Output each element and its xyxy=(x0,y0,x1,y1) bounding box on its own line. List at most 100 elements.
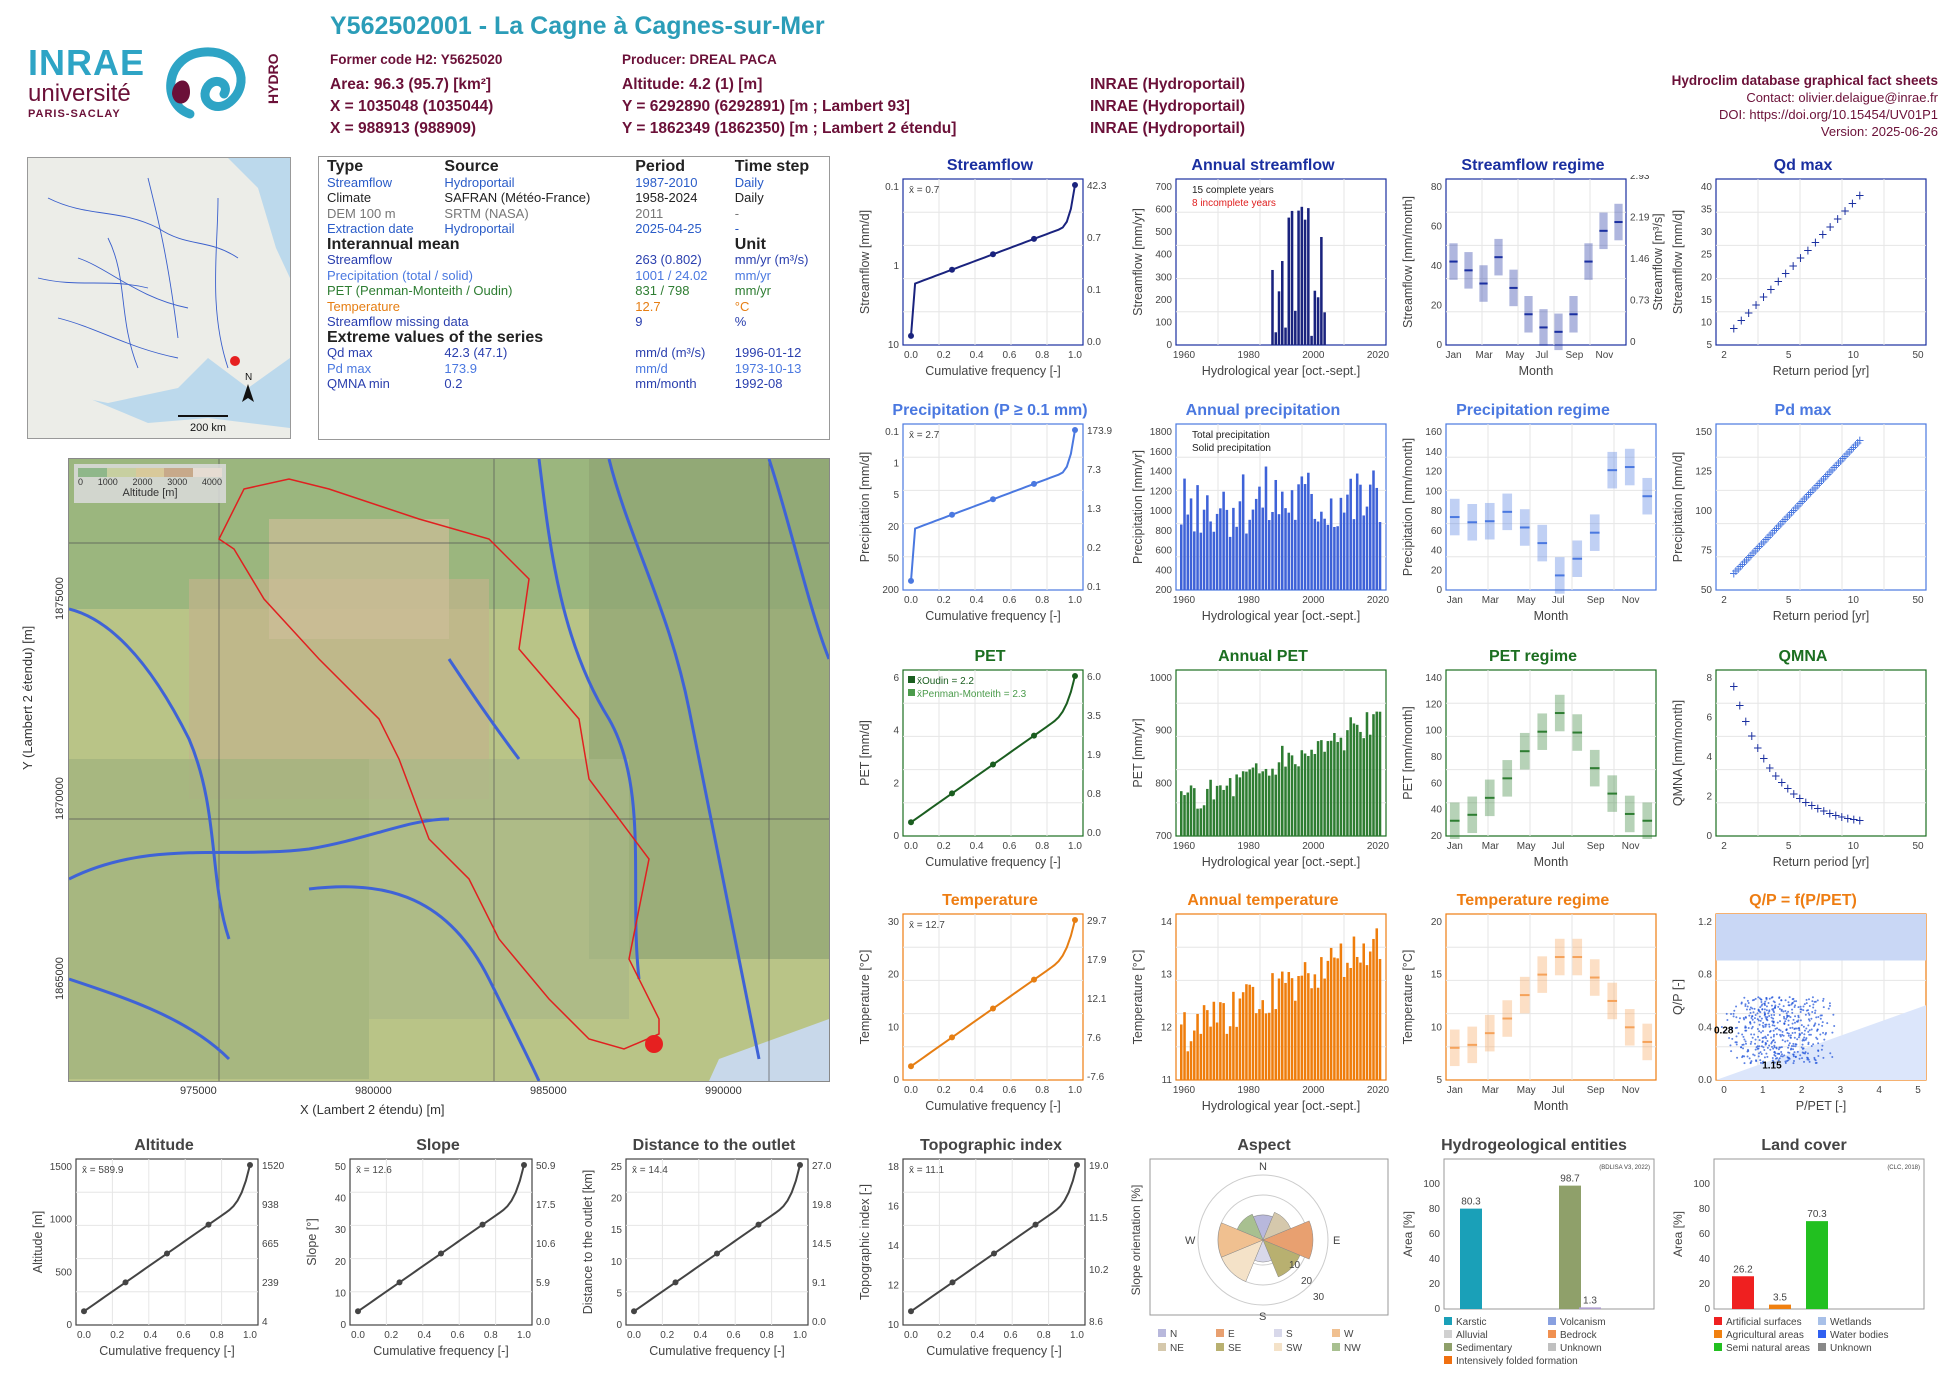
x-tick: 1960 xyxy=(1173,595,1196,606)
y-tick: 120 xyxy=(1425,467,1442,478)
right-tick: 1520 xyxy=(262,1161,285,1172)
distance-chart: Distance to the outlet x̄ = 14.4 27.0 19.8 1… xyxy=(578,1137,850,1373)
annual-bar xyxy=(1290,210,1294,345)
cell-period: 1958-2024 xyxy=(635,190,698,205)
y-axis-label-right: Streamflow [m³/s] xyxy=(1651,213,1665,310)
annual-bar xyxy=(1193,1030,1196,1080)
x-tick: 0.6 xyxy=(1002,1085,1016,1096)
data-point: + xyxy=(1754,539,1764,553)
right-tick: 0 xyxy=(1630,337,1636,348)
y-tick: 20 xyxy=(1429,1279,1441,1290)
quantile-point xyxy=(1032,1221,1039,1228)
annual-bar xyxy=(1372,714,1375,836)
y-tick: 0 xyxy=(1166,340,1172,351)
legend-swatch xyxy=(1818,1343,1826,1351)
quantile-point xyxy=(908,577,914,584)
data-point: + xyxy=(1776,517,1786,531)
y-tick: 6 xyxy=(893,673,899,684)
mean-label: x̄ = 2.7 xyxy=(909,430,940,441)
legend-swatch xyxy=(1274,1343,1282,1351)
data-point: + xyxy=(1735,698,1745,712)
legend-tick: 3000 xyxy=(167,477,188,487)
cell-unit: % xyxy=(734,314,747,329)
cell-unit: °C xyxy=(734,298,750,314)
data-point: + xyxy=(1795,497,1805,511)
chart-title: PET xyxy=(974,648,1006,665)
legend-entry: S xyxy=(1286,1329,1293,1340)
annual-bar xyxy=(1245,533,1248,590)
bar-label: 3.5 xyxy=(1773,1293,1787,1304)
legend-entry: Sedimentary xyxy=(1456,1343,1512,1354)
data-point: + xyxy=(1731,564,1741,578)
x-tick: 1960 xyxy=(1173,1085,1196,1096)
annual-bar xyxy=(1352,723,1356,836)
y-tick: 80 xyxy=(1431,506,1443,517)
y-axis-label: PET [mm/yr] xyxy=(1131,718,1145,787)
y-tick: 18 xyxy=(888,1162,900,1173)
cell-step: Daily xyxy=(734,190,764,205)
legend-entry: 15 complete years xyxy=(1192,185,1274,196)
quantile-point xyxy=(990,496,996,503)
x-tick: 2000 xyxy=(1302,350,1325,361)
y-tick: 40 xyxy=(1431,805,1443,816)
x-l2e: X = 988913 (988909) xyxy=(330,120,477,137)
cell-source: SAFRAN (Météo-France) xyxy=(444,190,591,205)
annual-bar xyxy=(1193,531,1196,590)
area: Area: 96.3 (95.7) [km²] xyxy=(330,76,492,93)
x-axis-label: P/PET [-] xyxy=(1796,1099,1846,1113)
temperature_regime-chart: Temperature regime Jan Mar May Jul Sep Nov 5 10 1… xyxy=(1398,892,1668,1128)
legend-swatch xyxy=(1444,1330,1452,1338)
x-tick: 2020 xyxy=(1367,1085,1390,1096)
y-tick: 1400 xyxy=(1150,467,1173,478)
annual-bar xyxy=(1294,1000,1297,1080)
qd_max-chart: Qd max + + + + + + + + + + + + + + + + + +5 10 15 20 25 30 35 40 2… xyxy=(1668,157,1938,393)
y-tick: 150 xyxy=(1695,427,1712,438)
map-ytick: 1865000 xyxy=(54,957,66,1000)
map-xlabel: X (Lambert 2 étendu) [m] xyxy=(300,1102,445,1117)
y-tick: 15 xyxy=(1431,970,1443,981)
x-tick: 0.0 xyxy=(904,350,918,361)
data-point: + xyxy=(1795,791,1805,805)
annual-bar xyxy=(1310,493,1313,590)
x-tick: 0.0 xyxy=(904,595,918,606)
map-xtick: 975000 xyxy=(180,1085,217,1097)
x-axis-label: Month xyxy=(1519,364,1554,378)
x-tick: 0.4 xyxy=(417,1330,431,1341)
annual-bar xyxy=(1264,466,1268,590)
annual-bar xyxy=(1199,1033,1203,1080)
x-axis-label: Cumulative frequency [-] xyxy=(925,1099,1060,1113)
y-axis-label: Precipitation [mm/month] xyxy=(1401,438,1415,576)
annual-bar xyxy=(1251,767,1255,836)
y-tick: 0 xyxy=(66,1320,72,1331)
quantile-point xyxy=(990,1005,996,1012)
chart-title: Q/P = f(P/PET) xyxy=(1749,892,1857,909)
data-point: + xyxy=(1806,485,1816,499)
right-tick: 938 xyxy=(262,1200,279,1211)
legend-entry: Semi natural areas xyxy=(1726,1343,1810,1354)
x-axis-label: Return period [yr] xyxy=(1773,855,1870,869)
annual-bar xyxy=(1316,521,1320,590)
annual-bar xyxy=(1209,521,1212,590)
x-tick: 50 xyxy=(1912,841,1924,852)
mean-label: x̄ = 11.1 xyxy=(909,1165,945,1176)
annual-bar xyxy=(1261,771,1264,836)
annual-bar xyxy=(1209,1026,1212,1080)
annual-bar xyxy=(1215,513,1219,590)
y-tick: 100 xyxy=(1695,506,1712,517)
x-tick: 0.8 xyxy=(1035,1085,1049,1096)
cell-label: Streamflow xyxy=(327,252,393,267)
quantile-point xyxy=(990,761,996,768)
quantile-point xyxy=(949,266,955,273)
legend-entry: SE xyxy=(1228,1343,1242,1354)
annual-bar xyxy=(1313,974,1317,1080)
y-axis-label: Altitude [m] xyxy=(31,1211,45,1274)
y-tick: 30 xyxy=(335,1225,347,1236)
annual-bar xyxy=(1372,470,1375,590)
annual_precipitation-chart: Annual precipitation Total precipitation S… xyxy=(1128,402,1398,638)
annual-bar xyxy=(1294,519,1297,590)
x-tick: 0.2 xyxy=(937,1330,951,1341)
data-point: + xyxy=(1796,251,1806,265)
table-row: QMNA min 0.2 mm/month 1992-08 xyxy=(323,376,833,392)
streamflow-plot: x̄ = 0.7 42.3 0.7 0.1 0.0 10 1 0.1 0.0 0.2 0.4 0.6 0… xyxy=(858,178,1107,378)
chart-title: Annual PET xyxy=(1218,648,1308,665)
